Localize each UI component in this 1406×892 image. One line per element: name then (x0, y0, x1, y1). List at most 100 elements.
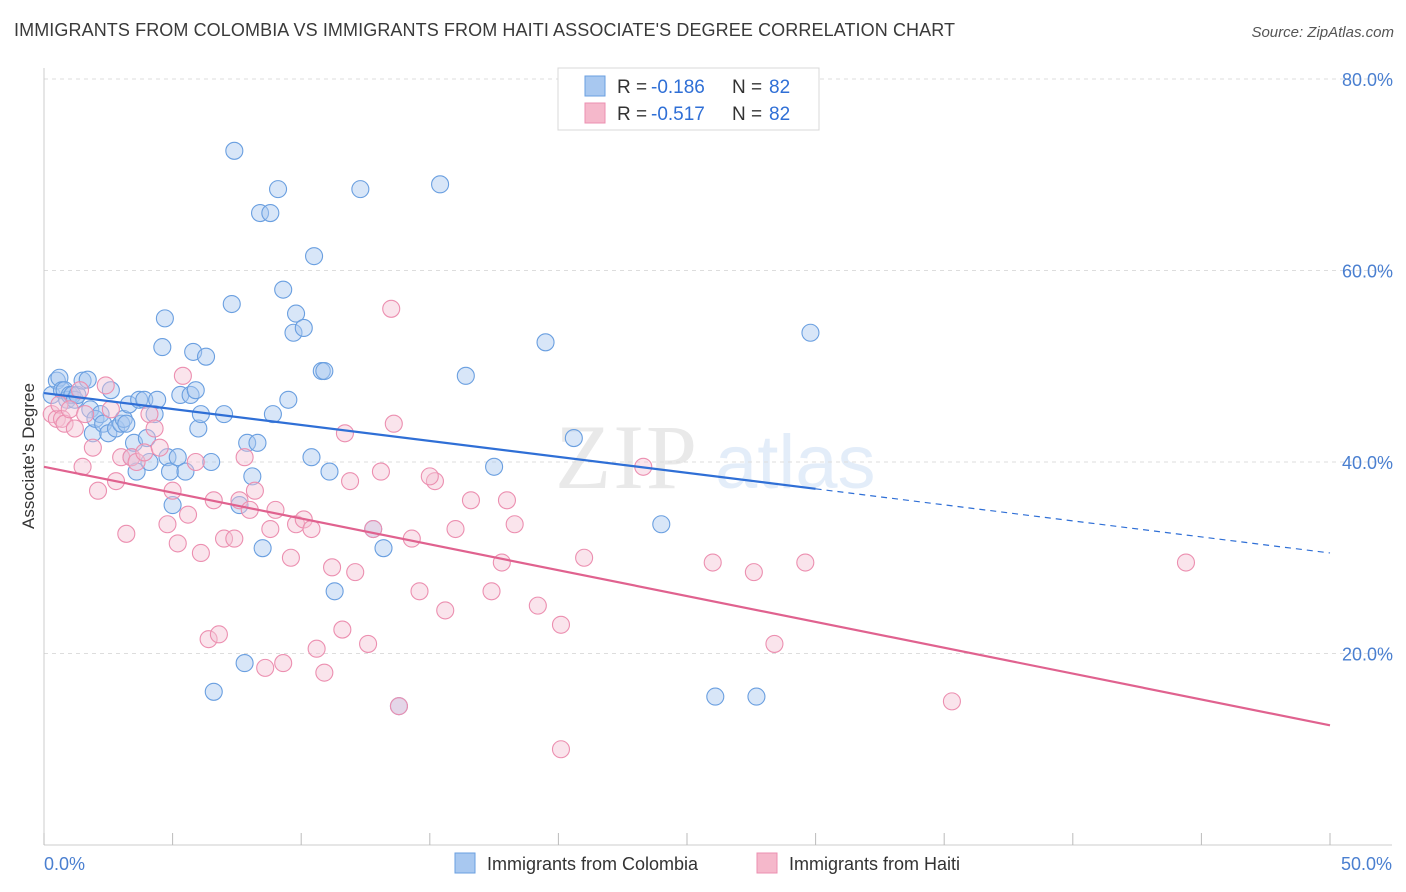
colombia-point (186, 381, 205, 400)
haiti-point (117, 524, 136, 543)
colombia-point (320, 462, 339, 481)
bottom-legend-swatch-colombia (454, 852, 476, 874)
colombia-point (222, 294, 241, 314)
haiti-point (96, 376, 115, 395)
legend-r-label-haiti: R = (617, 104, 647, 125)
haiti-point (575, 548, 594, 567)
colombia-point (456, 366, 475, 385)
haiti-point (214, 529, 234, 548)
colombia-point (235, 654, 254, 673)
colombia-point (153, 338, 172, 357)
colombia-point (269, 180, 288, 199)
haiti-point (127, 452, 146, 472)
haiti-point (744, 563, 763, 582)
haiti-point (335, 424, 354, 443)
colombia-point (279, 390, 298, 409)
haiti-point (425, 472, 444, 491)
legend-r-label-colombia: R = (617, 77, 647, 98)
haiti-point (446, 519, 465, 539)
legend-n-label-colombia: N = (732, 77, 762, 98)
colombia-point (294, 318, 313, 338)
haiti-point (101, 400, 120, 419)
haiti-point (384, 414, 403, 433)
haiti-point (346, 563, 365, 582)
colombia-point (305, 247, 324, 266)
haiti-point (150, 438, 169, 457)
x-tick-label-max: 50.0% (1341, 854, 1392, 874)
haiti-point (135, 443, 154, 462)
haiti-point (274, 654, 293, 673)
colombia-point (253, 539, 272, 558)
colombia-point (106, 419, 126, 438)
colombia-point (263, 405, 282, 424)
grid-lines (44, 78, 1392, 654)
haiti-point (88, 481, 108, 500)
colombia-point (225, 141, 244, 160)
colombia-point (801, 323, 820, 342)
haiti-point (266, 500, 285, 519)
correlation-legend: R = -0.186 N = 82 R = -0.517 N = 82 (557, 67, 820, 131)
colombia-point (196, 347, 216, 366)
colombia-trend-line (43, 391, 816, 490)
colombia-point (168, 448, 187, 467)
haiti-point (461, 491, 481, 510)
colombia-point (114, 409, 133, 428)
y-tick-label-60: 60.0% (1342, 262, 1393, 282)
colombia-point (261, 204, 280, 223)
y-axis-title: Associate's Degree (19, 383, 38, 529)
haiti-point (145, 419, 164, 438)
colombia-trend-extension (815, 488, 1331, 554)
colombia-point (284, 323, 303, 342)
colombia-point (287, 304, 306, 323)
haiti-point (76, 405, 95, 424)
haiti-point (703, 553, 722, 572)
colombia-point (315, 361, 334, 381)
colombia-point (536, 333, 555, 352)
colombia-point (431, 175, 450, 194)
trend-lines (43, 391, 1331, 727)
haiti-point (307, 639, 326, 658)
legend-swatch-colombia (584, 75, 606, 97)
haiti-point (410, 582, 429, 601)
watermark-atlas: atlas (715, 420, 876, 505)
haiti-point (65, 419, 84, 438)
bottom-legend-swatch-haiti (756, 852, 778, 874)
haiti-point (436, 601, 455, 620)
colombia-point (248, 433, 267, 452)
bottom-legend-label-colombia: Immigrants from Colombia (487, 854, 699, 874)
haiti-point (209, 625, 228, 644)
haiti-point (359, 634, 378, 653)
colombia-point (747, 687, 766, 706)
colombia-point (238, 433, 257, 452)
haiti-point (55, 414, 74, 433)
colombia-point (652, 515, 671, 534)
haiti-point (528, 596, 547, 615)
colombia-point (302, 448, 321, 467)
haiti-point (333, 620, 352, 639)
legend-n-value-colombia: 82 (769, 77, 790, 98)
y-axis-tick-labels: 20.0% 40.0% 60.0% 80.0% (1342, 70, 1393, 665)
haiti-point (1176, 553, 1196, 572)
haiti-point (551, 615, 571, 634)
haiti-point (382, 299, 401, 318)
source-label: Source: ZipAtlas.com (1251, 24, 1394, 41)
series-haiti-points (42, 299, 1196, 759)
colombia-point (250, 204, 270, 223)
haiti-trend-line (43, 465, 1331, 727)
colombia-point (204, 682, 223, 701)
colombia-point (140, 452, 159, 472)
haiti-point (191, 543, 210, 563)
haiti-point (245, 481, 264, 500)
colombia-point (163, 496, 182, 515)
x-axis-ticks (43, 833, 1331, 845)
legend-n-label-haiti: N = (732, 104, 762, 125)
colombia-point (81, 400, 100, 419)
series-legend: Immigrants from Colombia Immigrants from… (454, 852, 960, 874)
haiti-point (371, 462, 390, 481)
colombia-point (181, 385, 200, 405)
colombia-point (485, 457, 504, 476)
haiti-point (42, 405, 61, 424)
legend-r-value-colombia: -0.186 (651, 77, 705, 98)
colombia-point (148, 390, 167, 409)
watermark-zip: ZIP (555, 406, 699, 508)
